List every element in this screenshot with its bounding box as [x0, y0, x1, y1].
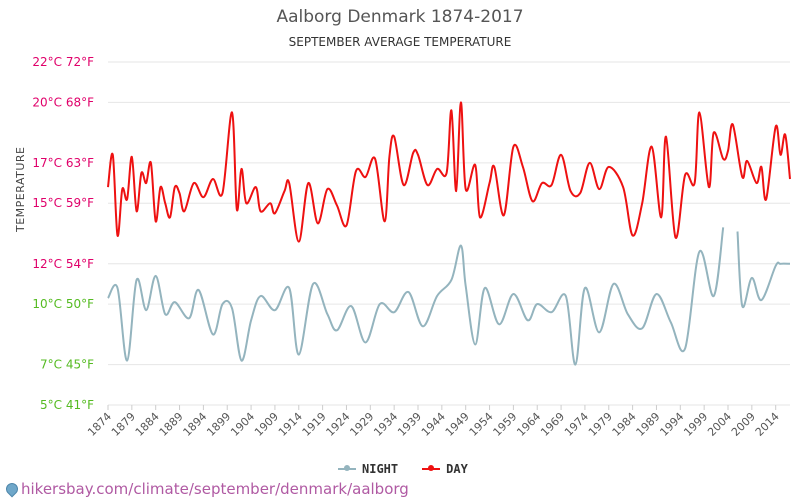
x-tick-label: 1904 — [228, 410, 257, 439]
x-tick-label: 2004 — [705, 410, 734, 439]
x-tick-label: 1999 — [681, 410, 710, 439]
series-line-day — [107, 101, 791, 243]
x-tick-label: 1954 — [467, 410, 496, 439]
legend-label-day: DAY — [446, 462, 468, 476]
x-tick-label: 1989 — [634, 410, 663, 439]
legend-swatch-night — [338, 465, 356, 471]
x-tick-label: 1964 — [514, 410, 543, 439]
x-tick-label: 1894 — [181, 410, 210, 439]
x-tick-label: 1949 — [443, 410, 472, 439]
x-tick-label: 2014 — [753, 410, 782, 439]
x-tick-label: 1889 — [157, 410, 186, 439]
x-tick-label: 1899 — [204, 410, 233, 439]
x-tick-label: 1969 — [538, 410, 567, 439]
y-tick-label: 5°C 41°F — [40, 398, 94, 412]
chart-subtitle: SEPTEMBER AVERAGE TEMPERATURE — [288, 35, 512, 49]
source-link[interactable]: hikersbay.com/climate/september/denmark/… — [3, 480, 409, 498]
x-tick-label: 1984 — [610, 410, 639, 439]
x-tick-label: 1959 — [491, 410, 520, 439]
series-line-night — [736, 231, 791, 309]
y-tick-label: 15°C 59°F — [32, 196, 94, 210]
x-tick-label: 1974 — [562, 410, 591, 439]
legend-label-night: NIGHT — [362, 462, 399, 476]
chart-title: Aalborg Denmark 1874-2017 — [276, 7, 524, 27]
legend-swatch-day — [422, 465, 441, 471]
location-pin-icon — [3, 480, 21, 498]
x-tick-label: 1939 — [395, 410, 424, 439]
x-tick-label: 1929 — [347, 410, 376, 439]
x-tick-label: 1924 — [324, 410, 353, 439]
x-tick-label: 1909 — [252, 410, 281, 439]
series-line-night — [107, 227, 725, 366]
x-tick-label: 1879 — [109, 410, 138, 439]
legend-item-night[interactable]: NIGHT — [338, 462, 398, 476]
y-tick-label: 22°C 72°F — [32, 55, 94, 69]
x-tick-label: 1874 — [85, 410, 114, 439]
x-tick-label: 1979 — [586, 410, 615, 439]
source-link-text: hikersbay.com/climate/september/denmark/… — [21, 480, 409, 498]
y-tick-label: 20°C 68°F — [32, 95, 94, 109]
x-tick-label: 2009 — [729, 410, 758, 439]
x-tick-label: 1994 — [657, 410, 686, 439]
x-tick-label: 1884 — [133, 410, 162, 439]
y-tick-label: 17°C 63°F — [32, 156, 94, 170]
y-tick-label: 12°C 54°F — [32, 257, 94, 271]
y-tick-label: 10°C 50°F — [32, 297, 94, 311]
y-tick-label: 7°C 45°F — [40, 358, 94, 372]
x-tick-label: 1914 — [276, 410, 305, 439]
legend: NIGHT DAY — [338, 462, 468, 476]
x-tick-label: 1919 — [300, 410, 329, 439]
x-tick-label: 1944 — [419, 410, 448, 439]
legend-item-day[interactable]: DAY — [422, 462, 468, 476]
x-tick-label: 1934 — [371, 410, 400, 439]
